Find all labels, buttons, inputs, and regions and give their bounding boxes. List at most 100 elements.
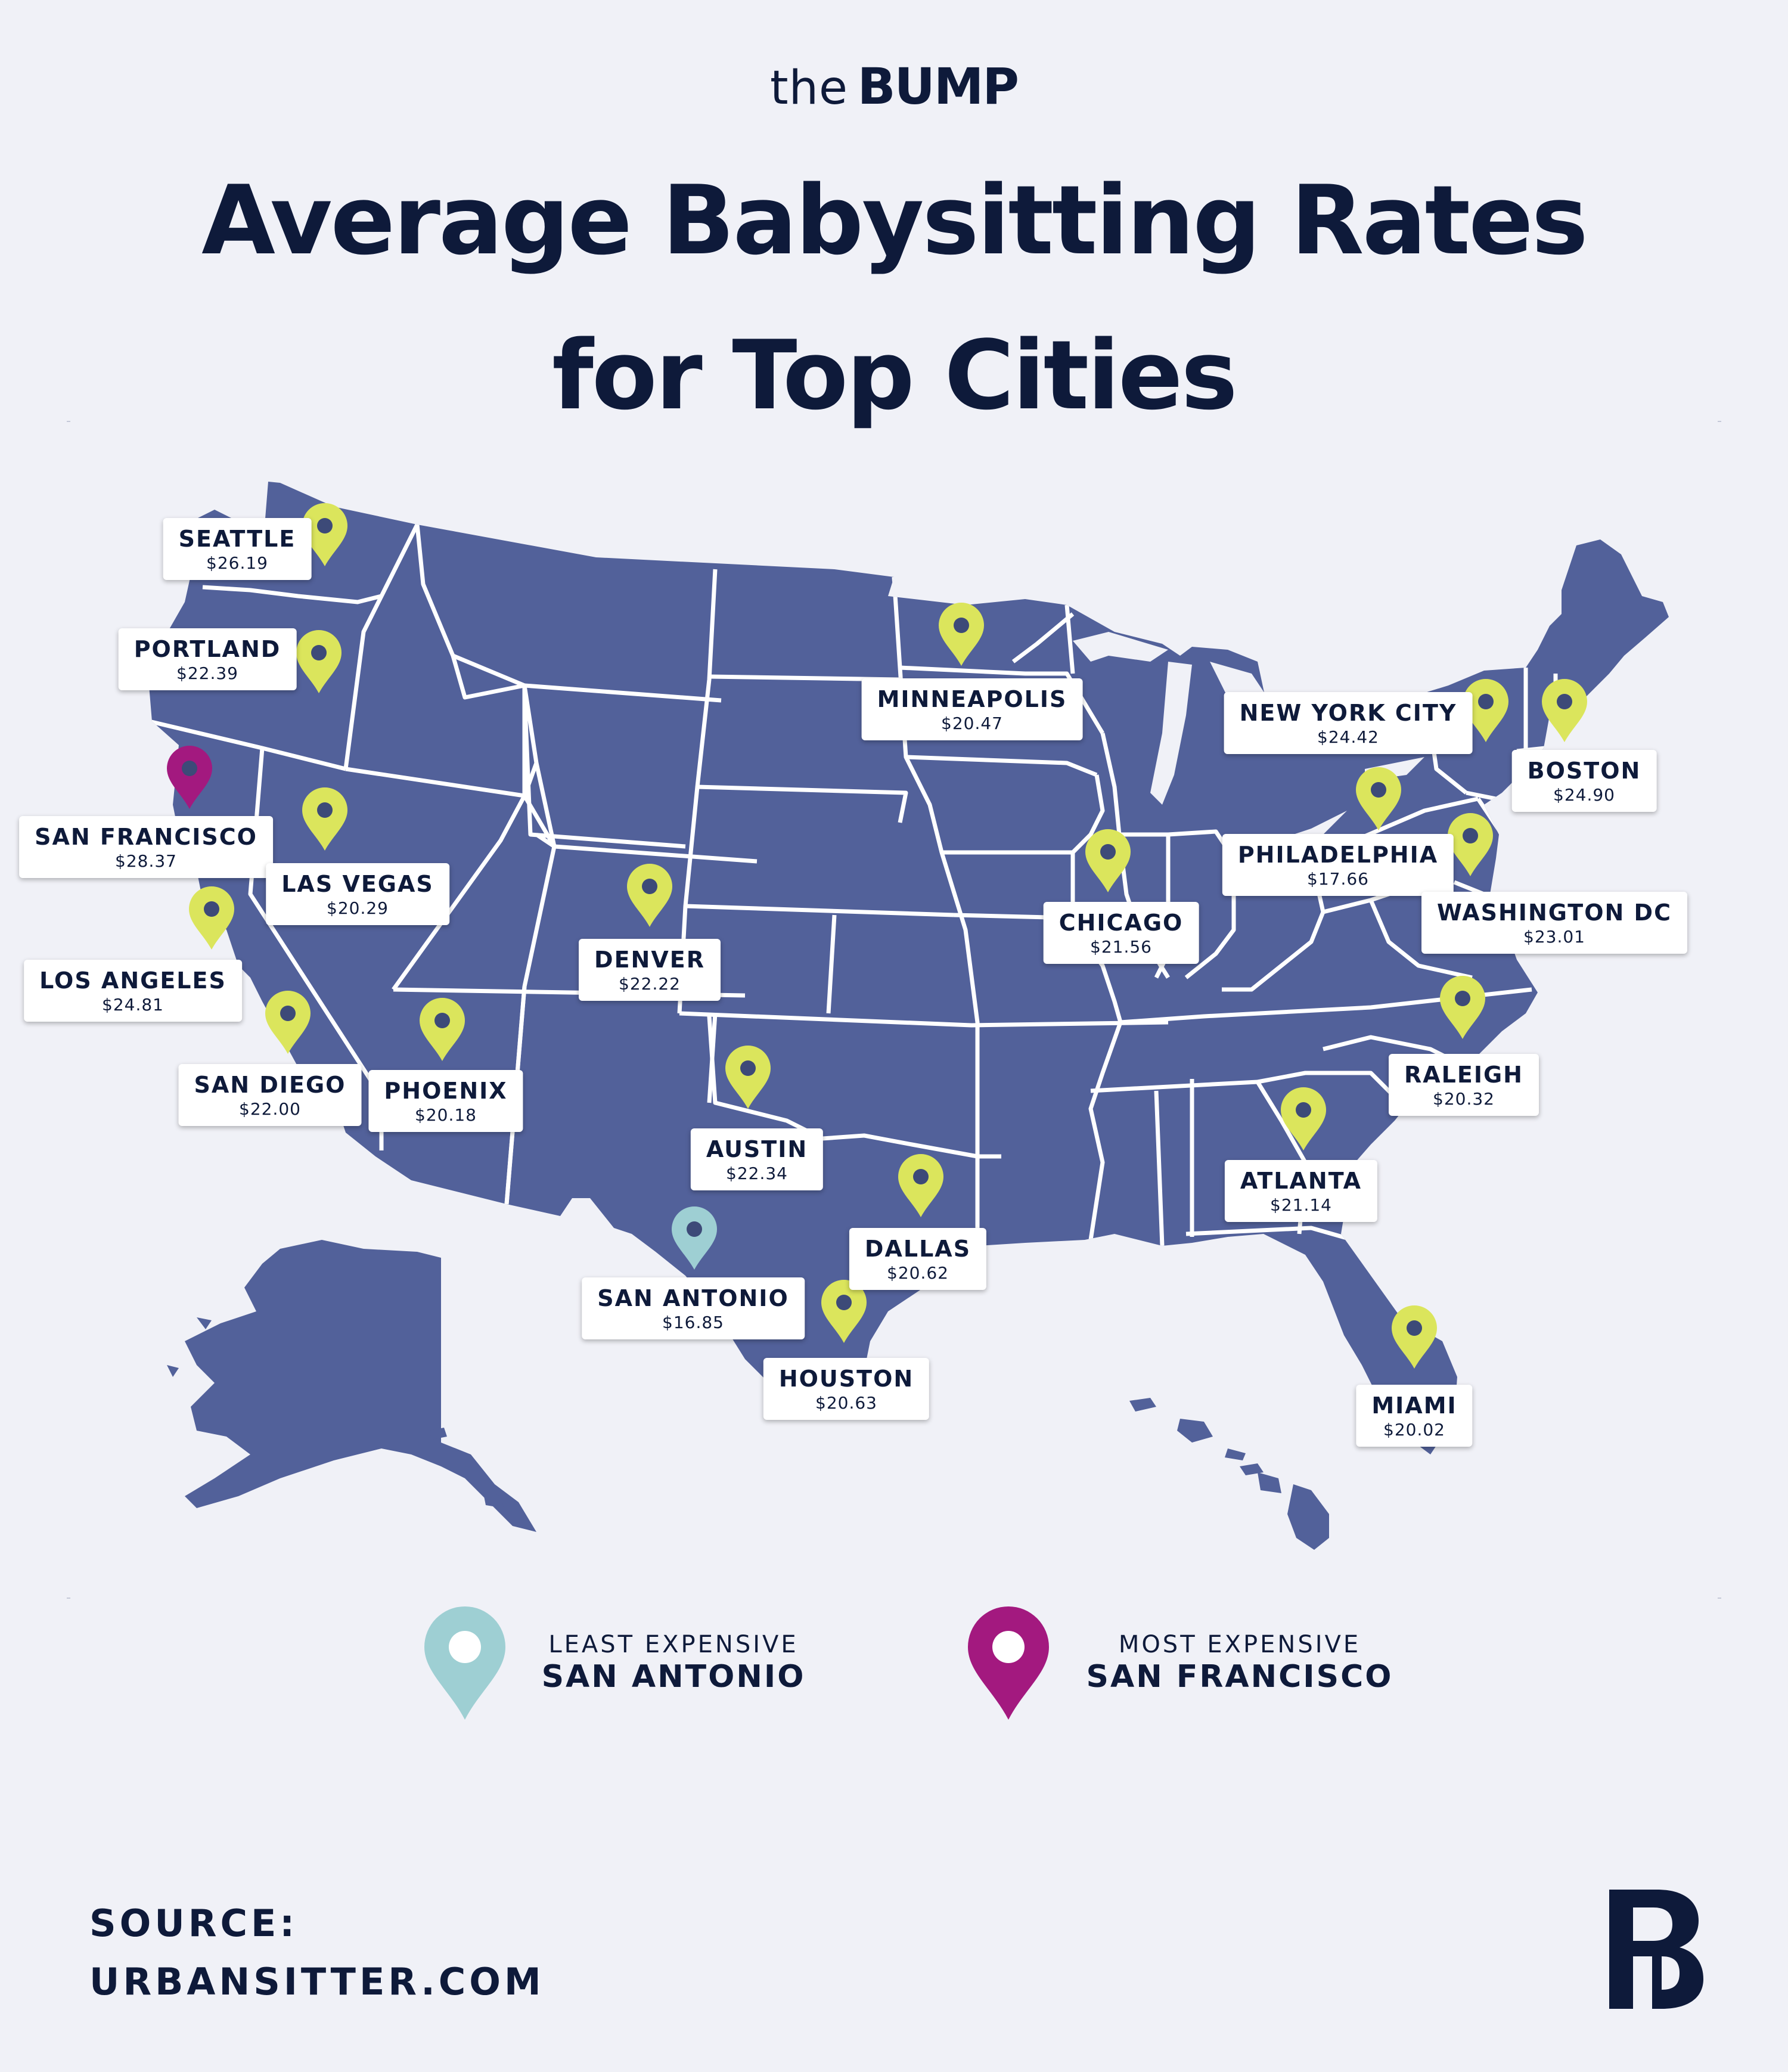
city-rate: $20.62 [887,1263,949,1283]
map-pin-icon [167,746,212,809]
frame-tick [67,421,70,422]
alaska [185,1240,536,1532]
legend-least-caption: LEAST EXPENSIVE [548,1631,799,1658]
city-label-los-angeles: LOS ANGELES $24.81 [24,960,242,1022]
title-line-2: for Top Cities [552,320,1238,431]
map-pin-icon [265,991,311,1054]
city-label-seattle: SEATTLE $26.19 [163,518,312,580]
city-label-san-francisco: SAN FRANCISCO $28.37 [19,816,273,878]
city-label-atlanta: ATLANTA $21.14 [1224,1160,1378,1222]
map-pin-icon [627,864,672,927]
source-label: SOURCE: [89,1902,299,1945]
source-site: URBANSITTER.COM [89,1960,545,2003]
city-label-portland: PORTLAND $22.39 [118,628,297,690]
city-name: SEATTLE [178,526,296,552]
city-label-austin: AUSTIN $22.34 [690,1128,824,1190]
bump-b-logo-icon [1609,1890,1703,2009]
city-rate: $24.90 [1553,785,1615,805]
city-label-phoenix: PHOENIX $20.18 [368,1070,523,1132]
alaska-islands [167,1317,504,1508]
city-name: SAN DIEGO [194,1072,346,1098]
map-pin-icon [1542,679,1587,742]
frame-tick [67,1598,70,1599]
map-pin-icon [1281,1087,1326,1150]
title-line-1: Average Babysitting Rates [201,165,1588,276]
map-pin-icon [821,1280,867,1343]
legend-most-pin-icon [968,1606,1049,1720]
city-rate: $28.37 [115,851,177,871]
map-pin-icon [898,1154,943,1217]
city-name: WASHINGTON DC [1437,899,1672,926]
city-rate: $26.19 [206,553,268,573]
legend-most-caption: MOST EXPENSIVE [1118,1631,1361,1658]
map-pin-icon [1392,1305,1437,1369]
city-name: RALEIGH [1404,1062,1523,1088]
city-name: CHICAGO [1058,910,1184,936]
map-pin-icon [1463,679,1508,742]
city-name: NEW YORK CITY [1239,700,1457,726]
city-rate: $17.66 [1307,869,1369,889]
city-name: LAS VEGAS [281,871,434,897]
brand-name: BUMP [857,57,1019,116]
city-rate: $20.47 [941,714,1003,733]
city-label-las-vegas: LAS VEGAS $20.29 [266,863,449,925]
map-pin-icon [1085,829,1131,892]
map-pin-icon [1440,976,1485,1039]
map-pin-icon [302,787,347,851]
city-rate: $22.22 [619,974,681,994]
map-pin-icon [296,630,342,693]
city-rate: $22.00 [239,1099,301,1119]
hawaii [1129,1398,1329,1550]
city-name: MINNEAPOLIS [877,686,1067,712]
legend-least-city: SAN ANTONIO [541,1659,806,1695]
city-name: SAN ANTONIO [597,1285,789,1311]
city-label-philadelphia: PHILADELPHIA $17.66 [1222,834,1454,896]
city-rate: $20.63 [815,1393,877,1413]
city-rate: $20.18 [415,1105,477,1125]
legend-most-city: SAN FRANCISCO [1086,1659,1393,1695]
frame-tick [1718,421,1721,422]
city-rate: $23.01 [1523,927,1585,947]
map-pin-icon [939,603,984,666]
city-rate: $20.32 [1433,1089,1495,1109]
city-label-raleigh: RALEIGH $20.32 [1389,1054,1539,1116]
city-label-dallas: DALLAS $20.62 [849,1228,987,1290]
city-rate: $16.85 [662,1313,724,1332]
city-name: BOSTON [1527,758,1641,784]
city-label-denver: DENVER $22.22 [579,939,721,1001]
city-label-san-diego: SAN DIEGO $22.00 [178,1064,362,1126]
source-credit: SOURCE: URBANSITTER.COM [89,1894,545,2011]
city-rate: $24.81 [102,995,164,1015]
city-label-chicago: CHICAGO $21.56 [1043,902,1199,964]
legend-most: MOST EXPENSIVE SAN FRANCISCO [1073,1630,1407,1695]
map-pin-icon [1356,767,1401,830]
map-pin-icon [302,503,347,566]
legend-least: LEAST EXPENSIVE SAN ANTONIO [536,1630,811,1695]
map-pin-icon [1448,813,1493,876]
city-rate: $21.14 [1270,1195,1332,1215]
city-label-minneapolis: MINNEAPOLIS $20.47 [861,678,1083,740]
brand-logo-text: the BUMP [0,60,1788,115]
map-pin-icon [189,886,234,950]
city-label-boston: BOSTON $24.90 [1511,750,1657,812]
city-rate: $22.34 [726,1164,788,1183]
map-pin-icon [725,1046,771,1109]
city-label-new-york-city: NEW YORK CITY $24.42 [1224,692,1473,754]
city-rate: $24.42 [1317,727,1379,747]
city-rate: $22.39 [176,663,238,683]
city-name: ATLANTA [1240,1168,1362,1194]
city-name: SAN FRANCISCO [35,824,257,850]
brand-prefix: the [770,61,849,115]
city-label-san-antonio: SAN ANTONIO $16.85 [582,1277,805,1339]
city-name: LOS ANGELES [39,967,226,994]
city-name: DENVER [594,947,705,973]
frame-tick [1718,1598,1721,1599]
city-name: PHILADELPHIA [1237,842,1439,868]
city-rate: $20.29 [327,898,389,918]
city-name: HOUSTON [778,1366,914,1392]
legend-least-pin-icon [424,1606,505,1720]
city-label-miami: MIAMI $20.02 [1356,1385,1473,1447]
city-name: PORTLAND [134,636,281,662]
city-label-houston: HOUSTON $20.63 [763,1358,930,1420]
